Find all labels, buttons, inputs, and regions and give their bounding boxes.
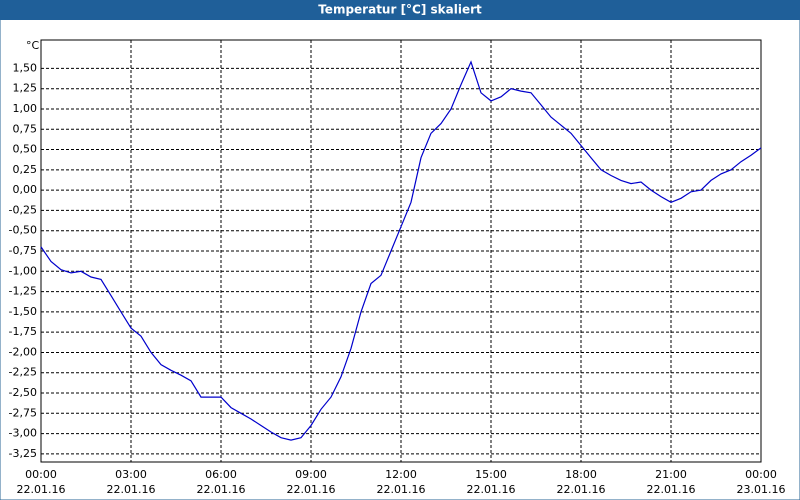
y-tick-label: -1,00 <box>9 264 37 277</box>
x-tick-label: 06:00 <box>205 468 237 481</box>
x-tick-label: 22.01.16 <box>107 483 156 496</box>
x-tick-label: 18:00 <box>565 468 597 481</box>
y-tick-label: -2,50 <box>9 386 37 399</box>
x-tick-label: 03:00 <box>115 468 147 481</box>
y-tick-label: -1,25 <box>9 285 37 298</box>
x-tick-label: 22.01.16 <box>557 483 606 496</box>
x-tick-label: 09:00 <box>295 468 327 481</box>
y-tick-label: 1,50 <box>13 61 38 74</box>
x-tick-label: 23.01.16 <box>737 483 786 496</box>
y-tick-label: 0,50 <box>13 143 38 156</box>
title-bar <box>0 0 800 20</box>
y-tick-label: 0,00 <box>13 183 38 196</box>
x-tick-label: 22.01.16 <box>647 483 696 496</box>
y-tick-label: -0,50 <box>9 224 37 237</box>
y-tick-label: -3,25 <box>9 447 37 460</box>
x-tick-label: 22.01.16 <box>467 483 516 496</box>
x-tick-label: 21:00 <box>655 468 687 481</box>
x-tick-label: 22.01.16 <box>17 483 66 496</box>
x-tick-label: 15:00 <box>475 468 507 481</box>
y-tick-label: 1,00 <box>13 102 38 115</box>
x-tick-label: 12:00 <box>385 468 417 481</box>
y-tick-label: -1,75 <box>9 325 37 338</box>
x-tick-label: 22.01.16 <box>197 483 246 496</box>
temperature-line <box>40 60 762 441</box>
x-tick-label: 00:00 <box>745 468 777 481</box>
y-tick-label: -0,25 <box>9 203 37 216</box>
y-tick-label: 0,75 <box>13 122 38 135</box>
y-tick-label: -1,50 <box>9 305 37 318</box>
y-tick-label: -0,75 <box>9 244 37 257</box>
x-tick-label: 22.01.16 <box>377 483 426 496</box>
y-tick-label: -3,00 <box>9 427 37 440</box>
y-tick-label: -2,75 <box>9 406 37 419</box>
chart-title: Temperatur [°C] skaliert <box>318 3 482 17</box>
y-tick-label: -2,25 <box>9 366 37 379</box>
x-tick-label: 22.01.16 <box>287 483 336 496</box>
x-tick-label: 00:00 <box>25 468 57 481</box>
y-tick-label: 1,25 <box>13 82 38 95</box>
y-unit: °C <box>26 39 40 52</box>
y-tick-label: -2,00 <box>9 345 37 358</box>
y-tick-label: 0,25 <box>13 163 38 176</box>
